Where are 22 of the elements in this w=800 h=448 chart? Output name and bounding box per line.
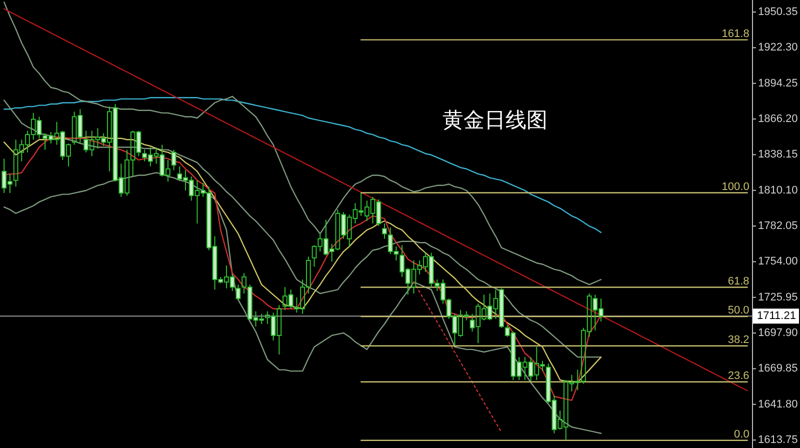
y-tick-label: 1950.35 (758, 6, 798, 18)
y-tick-label: 1725.95 (758, 291, 798, 304)
y-tick-label: 1613.75 (758, 434, 798, 446)
y-tick-label: 1754.00 (758, 256, 798, 268)
y-tick-label: 1669.85 (758, 362, 798, 375)
y-tick-label: 1922.30 (758, 42, 798, 54)
text: 黄金日线图 (442, 109, 548, 132)
y-tick-label: 1810.10 (758, 184, 798, 196)
series-label: 23.6 (728, 370, 750, 382)
y-tick-label: 1838.15 (758, 148, 798, 161)
y-tick-label: 1697.90 (758, 327, 798, 340)
y-tick-label: 1782.05 (758, 220, 798, 232)
series-label: 161.8 (722, 28, 750, 40)
series-label: 61.8 (728, 275, 750, 288)
y-tick-label: 1866.20 (758, 113, 798, 126)
series-label: 100.0 (722, 180, 750, 193)
ref-line-label: 1711.21 (757, 310, 796, 322)
y-tick-label: 1894.25 (758, 77, 798, 90)
series-label: 38.2 (728, 334, 750, 346)
series-label: 0.0 (734, 428, 750, 440)
series-label: 50.0 (728, 304, 750, 317)
y-tick-label: 1641.80 (758, 398, 798, 410)
